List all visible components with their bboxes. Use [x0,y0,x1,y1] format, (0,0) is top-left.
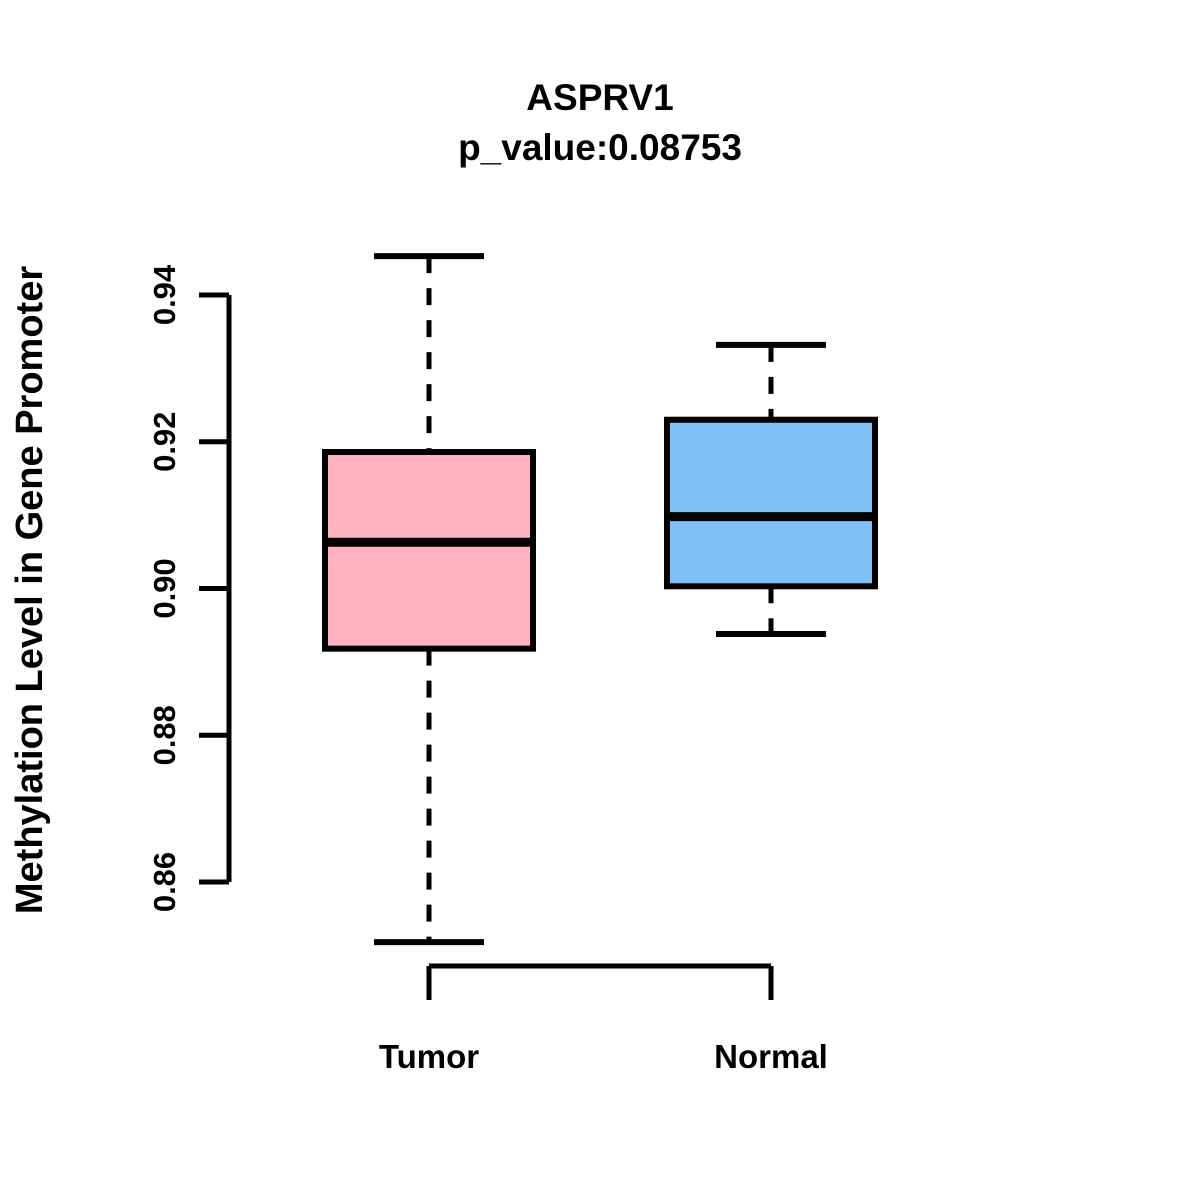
x-tick-label-normal: Normal [714,1038,828,1075]
y-tick-labels: 0.86 0.88 0.90 0.92 0.94 [147,264,182,912]
x-tick-label-tumor: Tumor [379,1038,479,1075]
normal-box[interactable] [664,416,878,590]
chart-subtitle: p_value:0.08753 [458,127,742,168]
y-tick-label-2: 0.90 [147,558,182,618]
x-axis-line [426,963,774,1000]
y-axis [199,292,232,885]
y-axis-line [199,292,232,885]
y-tick-label-4: 0.94 [147,264,182,325]
y-tick-label-0: 0.86 [147,852,182,912]
y-tick-label-3: 0.92 [147,412,182,472]
tumor-box[interactable] [322,449,536,652]
y-axis-title: Methylation Level in Gene Promoter [9,266,51,914]
x-axis [426,963,774,1000]
box-group-normal[interactable] [664,341,878,637]
y-tick-label-1: 0.88 [147,705,182,765]
box-group-tumor[interactable] [322,253,536,946]
chart-title: ASPRV1 [526,77,673,118]
